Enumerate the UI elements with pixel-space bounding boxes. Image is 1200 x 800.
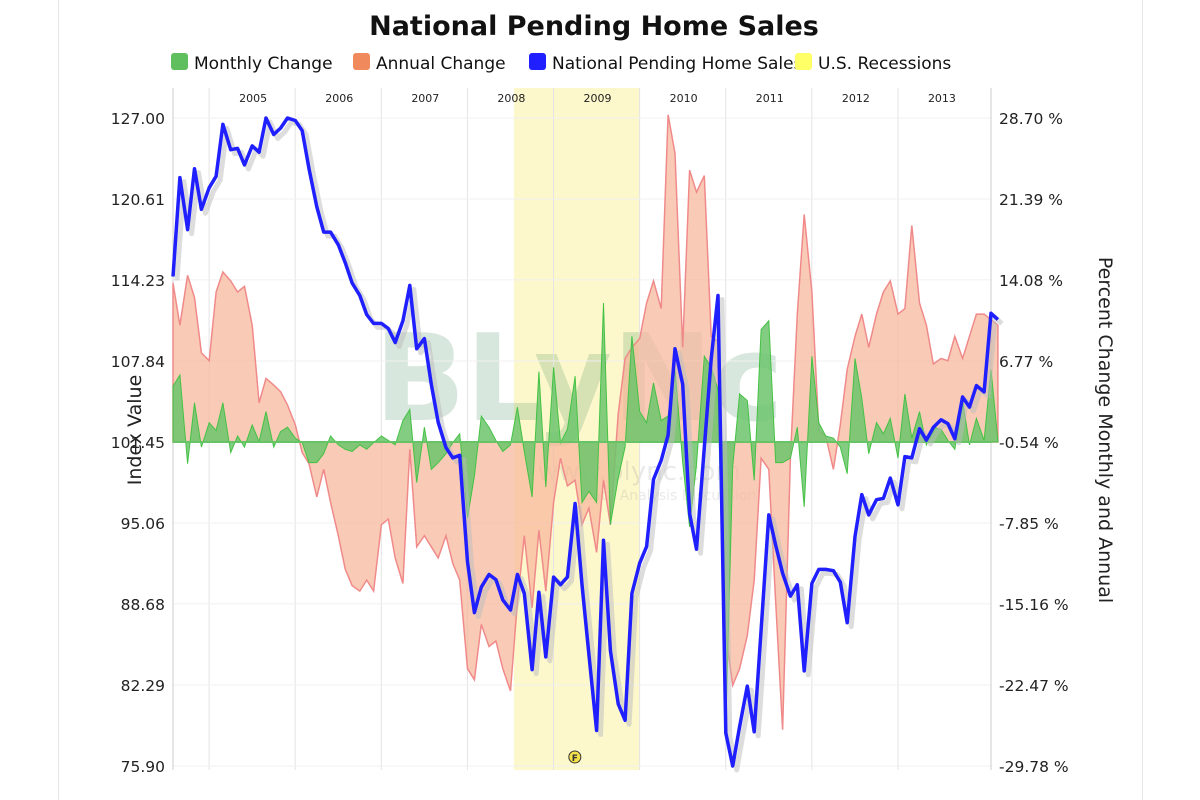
left-tick-label: 88.68 [121,596,165,614]
right-tick-label: -22.47 % [999,677,1069,695]
year-label-2008: 2008 [497,92,525,105]
left-tick-label: 95.06 [121,515,165,533]
legend-swatch-annual-change [353,53,370,70]
year-label-2007: 2007 [411,92,439,105]
legend-label-annual-change: Annual Change [376,54,506,74]
series-national-pending-home-sales [171,116,1000,768]
legend-label-monthly-change: Monthly Change [194,54,333,74]
left-tick-label: 75.90 [121,758,165,776]
left-tick-label: 127.00 [111,110,165,128]
legend-label-national-pending-home-sales: National Pending Home Sales [552,54,803,74]
year-label-2005: 2005 [239,92,267,105]
series-monthly-change [172,302,999,729]
left-tick-label: 120.61 [111,191,165,209]
right-axis-title: Percent Change Monthly and Annual [1094,257,1116,603]
right-tick-label: 21.39 % [999,191,1063,209]
right-tick-label: 28.70 % [999,110,1063,128]
pending-home-sales-chart: National Pending Home Sales Monthly Chan… [111,11,1116,776]
right-tick-label: 14.08 % [999,272,1063,290]
year-label-2013: 2013 [928,92,956,105]
left-tick-label: 101.45 [111,434,165,452]
watermark-tagline: Data Analysis Discussion [582,488,756,504]
year-label-2011: 2011 [756,92,784,105]
legend-swatch-national-pending-home-sales [529,53,546,70]
right-tick-label: -29.78 % [999,758,1069,776]
year-label-2009: 2009 [584,92,612,105]
year-label-2006: 2006 [325,92,353,105]
right-tick-label: -0.54 % [999,434,1059,452]
right-tick-label: -7.85 % [999,515,1059,533]
legend: Monthly Change Annual Change National Pend… [171,53,951,74]
right-tick-label: 6.77 % [999,353,1053,371]
legend-swatch-u-s-recessions [795,53,812,70]
left-tick-label: 82.29 [121,677,165,695]
chart-frame: National Pending Home Sales Monthly Chan… [58,0,1143,800]
legend-swatch-monthly-change [171,53,188,70]
recession-marker-label: F [572,754,578,764]
left-axis-title: Index Value [124,375,146,486]
legend-label-u-s-recessions: U.S. Recessions [818,54,951,74]
left-tick-label: 114.23 [111,272,165,290]
year-label-2012: 2012 [842,92,870,105]
chart-title: National Pending Home Sales [369,11,819,42]
left-tick-label: 107.84 [111,353,165,371]
series-annual-change [172,114,999,730]
recession-marker [568,750,582,764]
year-label-2010: 2010 [670,92,698,105]
right-tick-label: -15.16 % [999,596,1069,614]
